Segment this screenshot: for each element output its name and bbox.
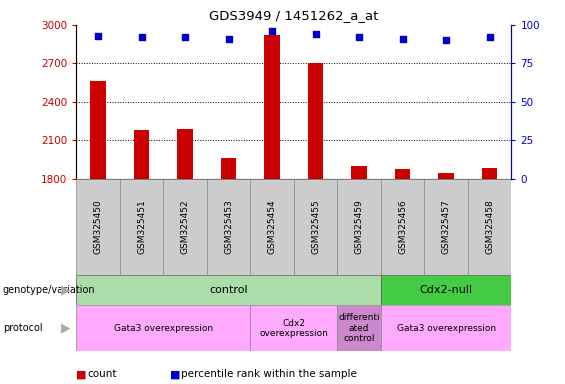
Bar [482,168,497,179]
Text: GSM325456: GSM325456 [398,199,407,254]
Bar [438,174,454,179]
Point [442,37,451,43]
Bar [381,275,511,305]
Text: GSM325457: GSM325457 [442,199,450,254]
Bar [250,305,337,351]
Bar [381,305,511,351]
Point [355,34,364,40]
Text: control: control [209,285,248,295]
Bar [163,179,207,275]
Text: GSM325451: GSM325451 [137,199,146,254]
Bar [395,169,410,179]
Point [224,36,233,42]
Bar [120,179,163,275]
Bar [351,166,367,179]
Text: GSM325453: GSM325453 [224,199,233,254]
Point [180,34,189,40]
Bar [90,81,106,179]
Point [311,31,320,37]
Text: GSM325459: GSM325459 [355,199,363,254]
Text: genotype/variation: genotype/variation [3,285,95,295]
Text: Cdx2
overexpression: Cdx2 overexpression [259,319,328,338]
Text: GSM325452: GSM325452 [181,199,189,254]
Bar [424,179,468,275]
Text: GSM325454: GSM325454 [268,199,276,254]
Bar [76,305,250,351]
Text: count: count [88,369,117,379]
Text: differenti
ated
control: differenti ated control [338,313,380,343]
Text: GSM325450: GSM325450 [94,199,102,254]
Bar [76,275,381,305]
Point [268,28,277,34]
Text: GSM325458: GSM325458 [485,199,494,254]
Text: ■: ■ [76,369,87,379]
Text: Gata3 overexpression: Gata3 overexpression [114,324,213,333]
Bar [221,158,236,179]
Point [137,34,146,40]
Text: Cdx2-null: Cdx2-null [419,285,473,295]
Text: ▶: ▶ [61,283,71,296]
Bar [264,35,280,179]
Point [94,33,103,39]
Text: ▶: ▶ [61,322,71,335]
Bar [76,179,120,275]
Bar [337,305,381,351]
Bar [207,179,250,275]
Bar [134,130,149,179]
Text: percentile rank within the sample: percentile rank within the sample [181,369,357,379]
Title: GDS3949 / 1451262_a_at: GDS3949 / 1451262_a_at [209,9,379,22]
Bar [381,179,424,275]
Text: ■: ■ [170,369,180,379]
Text: GSM325455: GSM325455 [311,199,320,254]
Bar [250,179,294,275]
Bar [468,179,511,275]
Point [398,36,407,42]
Point [485,34,494,40]
Bar [308,63,323,179]
Text: Gata3 overexpression: Gata3 overexpression [397,324,496,333]
Bar [177,129,193,179]
Bar [294,179,337,275]
Bar [337,179,381,275]
Text: protocol: protocol [3,323,42,333]
